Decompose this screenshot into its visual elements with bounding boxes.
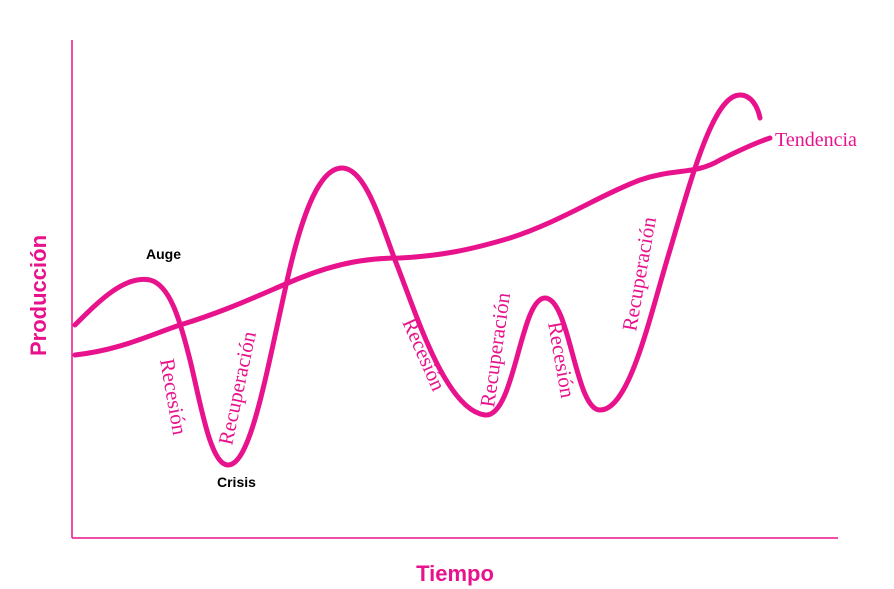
phase-label-recesion-3: Recesión — [543, 320, 580, 400]
phase-label-recuperacion-3: Recuperación — [617, 215, 661, 333]
trend-label: Tendencia — [775, 129, 857, 151]
x-axis-title: Tiempo — [416, 561, 494, 586]
y-axis-title: Producción — [26, 235, 51, 356]
peak-label: Auge — [146, 246, 181, 262]
phase-label-recesion-1: Recesión — [155, 357, 192, 437]
cycle-line — [72, 92, 763, 468]
phase-label-recesion-2: Recesión — [397, 314, 450, 395]
trough-label: Crisis — [217, 474, 256, 490]
